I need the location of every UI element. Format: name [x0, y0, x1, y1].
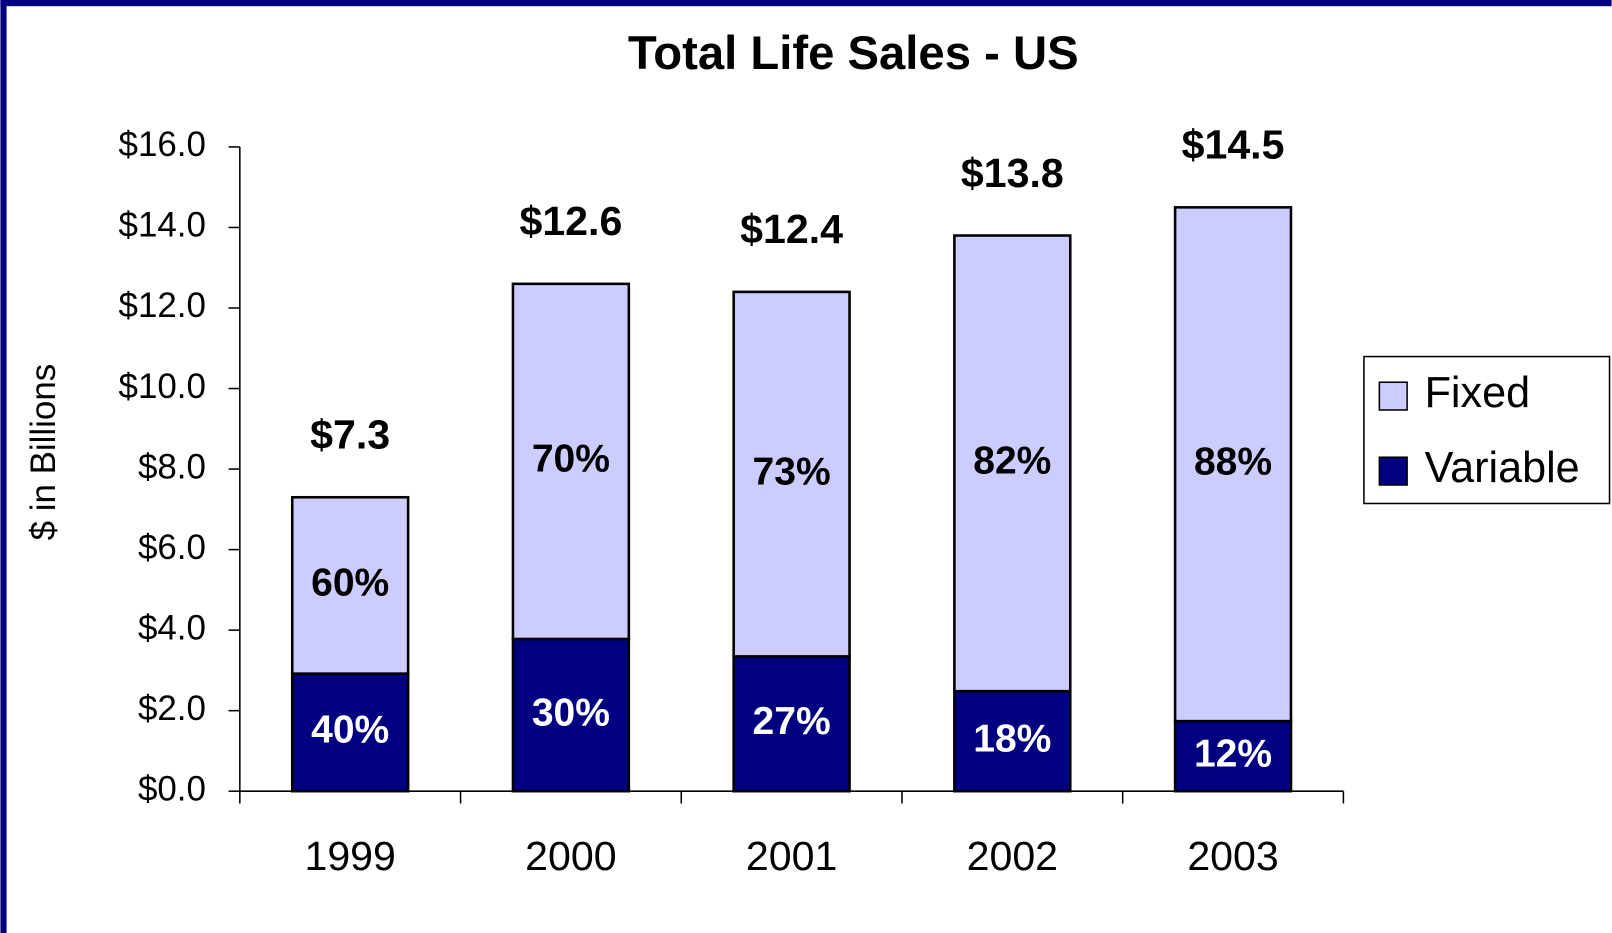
x-tick-label: 2002: [967, 833, 1058, 879]
segment-label: 40%: [311, 709, 389, 752]
y-tick-label: $6.0: [138, 528, 206, 567]
y-tick-label: $8.0: [138, 447, 206, 486]
legend-swatch: [1378, 381, 1408, 411]
y-axis-label: $ in Billions: [24, 364, 63, 541]
segment-label: 12%: [1194, 732, 1272, 775]
bar-segment: [511, 637, 631, 793]
y-tick-label: $2.0: [138, 689, 206, 728]
bar-segment: [953, 689, 1072, 793]
segment-label: 18%: [973, 718, 1051, 761]
legend-label: Variable: [1425, 444, 1580, 492]
segment-label: 27%: [753, 700, 831, 743]
segment-label: 70%: [532, 438, 610, 481]
x-tick-label: 2000: [525, 833, 616, 879]
segment-label: 82%: [973, 440, 1051, 483]
y-tick-label: $4.0: [138, 608, 206, 647]
total-label: $12.6: [519, 198, 622, 244]
y-tick-label: $0.0: [138, 769, 206, 808]
total-label: $13.8: [961, 150, 1064, 196]
bar-segment: [1173, 206, 1293, 723]
segment-label: 88%: [1194, 441, 1272, 484]
y-tick-label: $16.0: [119, 125, 206, 164]
y-tick-label: $12.0: [119, 286, 206, 325]
y-tick-label: $10.0: [119, 367, 206, 406]
legend-label: Fixed: [1425, 369, 1531, 417]
total-label: $7.3: [310, 412, 390, 458]
bar-segment: [290, 495, 410, 675]
x-tick-label: 2003: [1187, 833, 1278, 879]
chart-title: Total Life Sales - US: [628, 27, 1079, 80]
bar-segment: [732, 290, 851, 658]
segment-label: 30%: [532, 691, 610, 734]
total-label: $14.5: [1182, 122, 1285, 168]
frame-left: [0, 0, 7, 933]
segment-label: 60%: [311, 562, 389, 605]
x-tick-label: 2001: [746, 833, 837, 879]
bar-segment: [732, 655, 851, 793]
total-label: $12.4: [740, 206, 843, 252]
bar-segment: [953, 234, 1072, 693]
x-tick-label: 1999: [304, 833, 395, 879]
legend-swatch: [1378, 456, 1408, 486]
frame-top: [0, 0, 1612, 7]
segment-label: 73%: [753, 450, 831, 493]
bar-segment: [511, 282, 631, 641]
y-tick-label: $14.0: [119, 206, 206, 245]
